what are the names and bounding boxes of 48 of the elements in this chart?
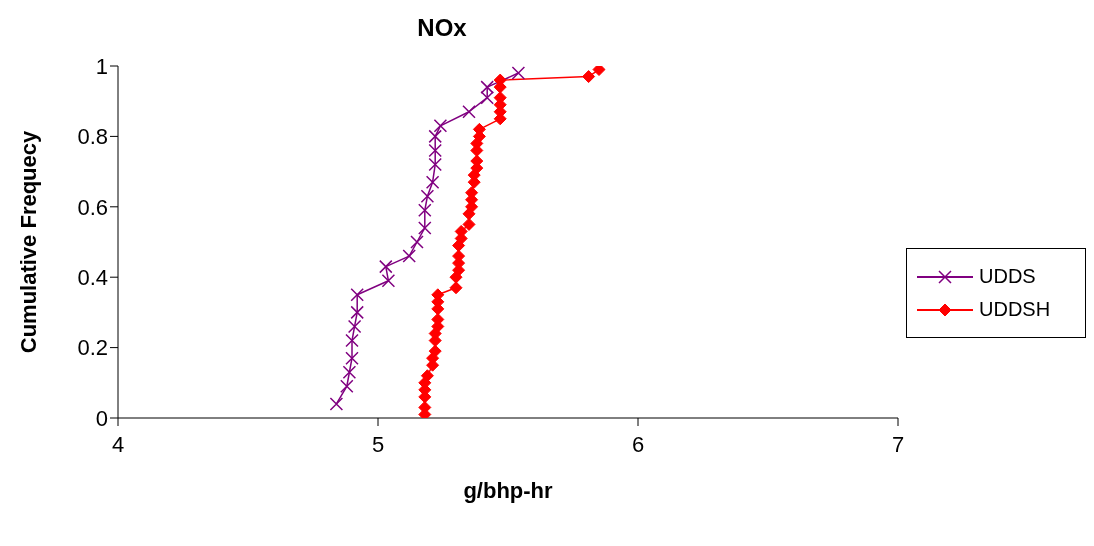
point [418, 203, 432, 218]
point [381, 273, 396, 288]
point [425, 175, 440, 189]
x-tick-label: 6 [631, 431, 645, 457]
x-tick-label: 4 [111, 431, 125, 457]
point [345, 351, 359, 365]
point [350, 288, 364, 302]
point [480, 80, 494, 94]
point [582, 70, 596, 84]
point [379, 259, 393, 274]
chart-title: NOx [416, 13, 468, 43]
point [350, 305, 364, 320]
y-tick-label: 1 [95, 53, 108, 79]
point [511, 66, 526, 80]
point [342, 365, 357, 379]
y-tick-label: 0.8 [77, 124, 108, 150]
x-tick-label: 5 [371, 431, 385, 457]
point [462, 105, 476, 119]
legend-label: UDDS [979, 265, 1036, 288]
point [428, 143, 442, 158]
point [428, 344, 442, 358]
x-tick-label: 7 [891, 431, 905, 457]
point [345, 333, 359, 348]
point [428, 157, 442, 172]
point [420, 189, 435, 203]
point [431, 312, 445, 326]
y-tick-label: 0.6 [77, 194, 108, 220]
point [420, 369, 434, 383]
point [454, 224, 468, 238]
point [480, 90, 494, 105]
point [418, 221, 432, 235]
point [433, 119, 448, 133]
point [592, 66, 606, 77]
y-tick-label: 0 [95, 405, 108, 431]
y-tick-label: 0.2 [77, 335, 108, 361]
point [347, 319, 362, 334]
point [410, 235, 424, 249]
y-axis-title: Cumulative Frequecy [15, 129, 41, 354]
point [329, 397, 344, 411]
point [418, 400, 432, 414]
point [428, 129, 442, 144]
legend-label: UDDSH [979, 298, 1051, 321]
point [340, 379, 354, 394]
point [462, 217, 476, 231]
point [402, 249, 416, 263]
point [449, 281, 463, 295]
y-tick-label: 0.4 [77, 265, 108, 291]
x-axis-title: g/bhp-hr [463, 478, 554, 503]
